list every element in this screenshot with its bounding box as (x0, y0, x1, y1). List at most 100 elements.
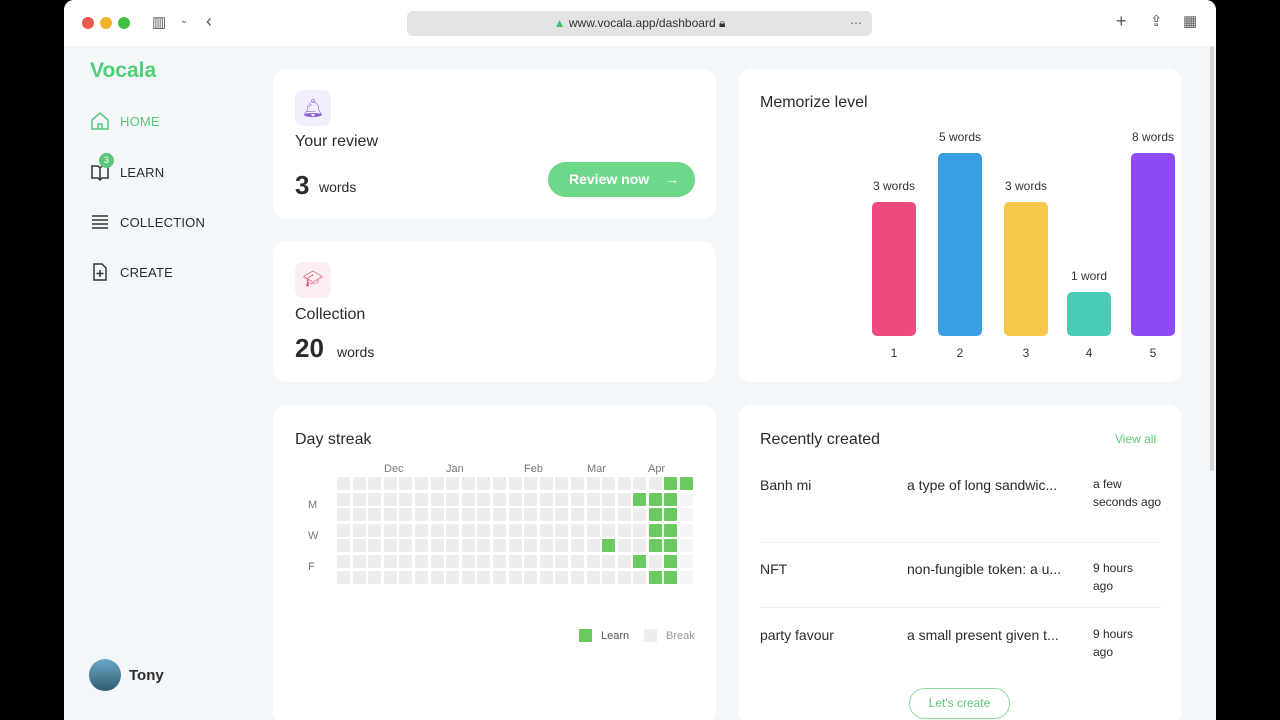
streak-day (430, 570, 444, 584)
streak-day (602, 554, 616, 568)
meaning: non-fungible token: a u... (907, 561, 1062, 577)
close-window-button[interactable] (82, 17, 94, 29)
share-icon[interactable]: ⇪ (1150, 13, 1163, 30)
streak-day (352, 477, 366, 490)
maximize-window-button[interactable] (118, 17, 130, 29)
review-count: 3 (295, 170, 310, 200)
streak-day (524, 554, 538, 568)
list-item[interactable]: party favour a small present given t... … (760, 624, 1162, 672)
streak-day (399, 570, 413, 584)
streak-day (555, 570, 569, 584)
list-item[interactable]: NFT non-fungible token: a u... 9 hours a… (760, 558, 1162, 608)
minimize-window-button[interactable] (100, 17, 112, 29)
streak-day (368, 477, 382, 490)
sidebar-item-label: CREATE (120, 264, 173, 280)
streak-day (555, 477, 569, 490)
streak-day (461, 554, 475, 568)
arrow-right-icon: → (665, 171, 679, 187)
streak-day (633, 523, 647, 537)
new-tab-icon[interactable]: + (1116, 11, 1127, 31)
collection-unit: words (337, 344, 375, 360)
streak-day (414, 492, 428, 506)
legend-break: Break (666, 630, 695, 642)
sidebar-item-collection[interactable]: COLLECTION (90, 212, 205, 232)
streak-day (337, 523, 350, 537)
bar-level-4 (1067, 292, 1111, 336)
address-bar[interactable]: ▲ www.vocala.app/dashboard 🔒︎ ⋯ (407, 11, 872, 36)
sidebar-item-label: LEARN (120, 164, 165, 180)
streak-day (352, 508, 366, 522)
streak-day (680, 508, 694, 522)
streak-day (664, 523, 678, 537)
streak-day (680, 570, 694, 584)
sidebar-item-create[interactable]: CREATE (90, 262, 173, 282)
word: party favour (760, 627, 834, 643)
sidebar-item-learn[interactable]: LEARN 3 (90, 153, 165, 182)
streak-day (446, 554, 460, 568)
streak-day (664, 554, 678, 568)
browser-toolbar: ▥ ⌄ ‹ ▲ www.vocala.app/dashboard 🔒︎ ⋯ + ⇪… (64, 0, 1216, 46)
back-icon[interactable]: ‹ (206, 11, 212, 31)
scrollbar[interactable] (1210, 46, 1214, 471)
streak-day (477, 570, 491, 584)
bar-label: 1 word (1071, 269, 1107, 283)
streak-day (539, 477, 553, 490)
streak-day (477, 554, 491, 568)
avatar[interactable] (89, 659, 121, 691)
learn-badge: 3 (99, 153, 114, 168)
review-now-button[interactable]: Review now → (548, 162, 695, 197)
streak-day (461, 539, 475, 553)
streak-title: Day streak (295, 431, 372, 448)
bar-level-5 (1131, 153, 1175, 336)
collection-count: 20 (295, 333, 324, 363)
chevron-down-icon[interactable]: ⌄ (180, 15, 189, 26)
streak-day (680, 492, 694, 506)
streak-day (570, 477, 584, 490)
sidebar-item-label: HOME (120, 113, 160, 129)
streak-day (399, 554, 413, 568)
sidebar-item-home[interactable]: HOME (90, 111, 160, 131)
streak-day (648, 508, 662, 522)
sidebar-toggle-icon[interactable]: ▥ (152, 14, 167, 31)
recently-created-card: Recently created View all (738, 405, 1182, 720)
streak-day (664, 477, 678, 490)
streak-day (570, 554, 584, 568)
streak-day (633, 570, 647, 584)
streak-day (508, 539, 522, 553)
streak-day (352, 523, 366, 537)
lets-create-button[interactable]: Let's create (909, 688, 1010, 719)
streak-day (602, 523, 616, 537)
streak-day (414, 523, 428, 537)
streak-day (492, 492, 506, 506)
streak-day (680, 477, 694, 490)
tabs-overview-icon[interactable]: ▦ (1183, 13, 1198, 30)
streak-day (492, 554, 506, 568)
streak-day (492, 539, 506, 553)
user-name: Tony (129, 667, 164, 684)
streak-day (337, 539, 350, 553)
chart-title: Memorize level (760, 94, 868, 111)
list-item[interactable]: Banh mi a type of long sandwic... a few … (760, 474, 1162, 543)
streak-day (524, 539, 538, 553)
meaning: a small present given t... (907, 627, 1059, 643)
word: Banh mi (760, 477, 812, 493)
streak-day (492, 570, 506, 584)
streak-day (570, 570, 584, 584)
streak-day (383, 477, 397, 490)
streak-day (555, 523, 569, 537)
streak-day (555, 539, 569, 553)
x-tick-label: 4 (1086, 346, 1093, 360)
streak-day (337, 570, 350, 584)
streak-day (555, 508, 569, 522)
home-icon (91, 112, 109, 130)
bar-level-2 (938, 153, 982, 336)
view-all-link[interactable]: View all (1115, 432, 1157, 446)
more-icon[interactable]: ⋯ (850, 16, 862, 30)
streak-day (446, 539, 460, 553)
streak-day (399, 508, 413, 522)
streak-day (430, 477, 444, 490)
streak-day (602, 570, 616, 584)
streak-day (617, 539, 631, 553)
streak-day (368, 508, 382, 522)
streak-day (430, 508, 444, 522)
